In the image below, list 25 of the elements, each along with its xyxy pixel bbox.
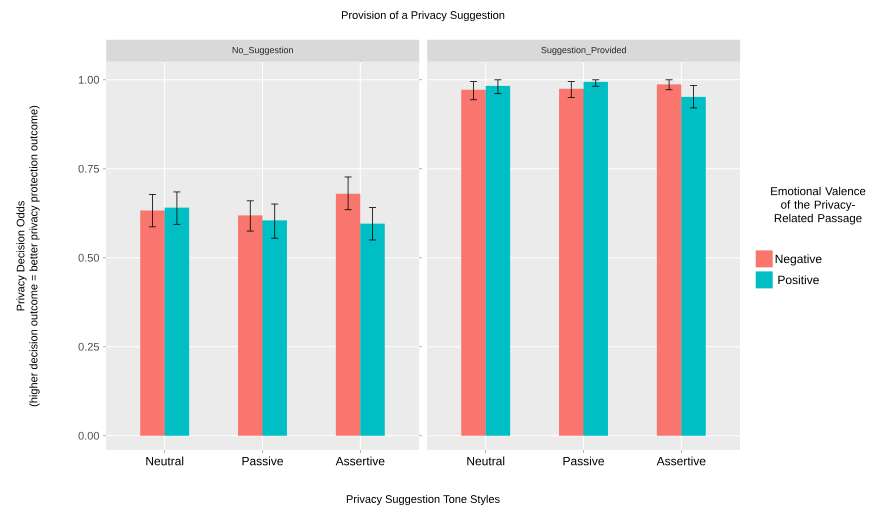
bar [336, 194, 360, 436]
text: Provision of a Privacy Suggestion [342, 10, 504, 22]
x-tick-label: Assertive [336, 456, 384, 466]
legend-title: Emotional Valence of the Privacy-Related Passage [771, 186, 866, 224]
x-tick-label: Passive [242, 456, 283, 466]
bar [238, 215, 262, 436]
x-tick-label: Neutral [146, 456, 184, 466]
chart-title: No_Suggestion [232, 46, 293, 56]
legend-label: Positive [778, 275, 819, 284]
bar [360, 224, 385, 436]
chart-title: Suggestion_Provided [541, 46, 626, 56]
legend-label: Negative [776, 254, 822, 266]
x-tick-label: Passive [563, 456, 604, 466]
y-tick-label: 0.00 [78, 432, 100, 440]
y-tick-label: 0.25 [78, 342, 100, 351]
y-tick-label: 0.50 [78, 254, 100, 262]
bar [140, 210, 165, 436]
x-axis-title: Privacy Suggestion Tone Styles [346, 494, 500, 506]
y-tick-label: 1.00 [78, 76, 100, 84]
bar [262, 220, 287, 436]
x-tick-label: Neutral [467, 456, 504, 466]
y-tick-label: 0.75 [78, 164, 100, 173]
y-axis-title: Privacy Decision Odds (higher decision outcome = better privacy protection outcome) [16, 106, 40, 406]
bar [164, 208, 190, 436]
x-tick-label: Assertive [656, 456, 706, 466]
